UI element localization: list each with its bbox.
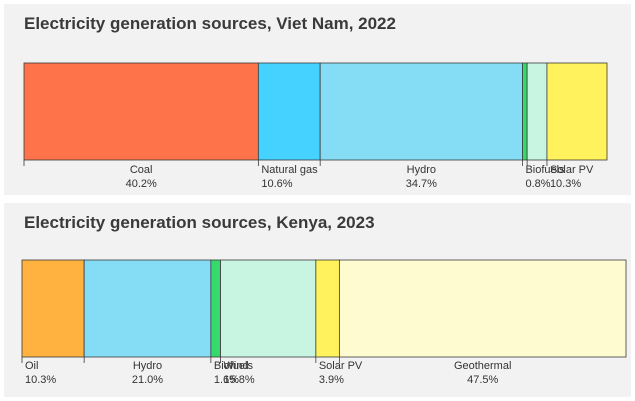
value-label-biofuels: 0.8% <box>525 178 550 190</box>
chart-panel-viet-nam: Electricity generation sources, Viet Nam… <box>4 4 631 195</box>
bar-segment-biofuels <box>210 259 221 358</box>
bar-segment-oil <box>21 259 85 358</box>
value-label-wind: 15.8% <box>224 374 255 386</box>
bar-segment-hydro <box>319 62 523 161</box>
category-label-solar-pv: Solar PV <box>319 360 363 372</box>
value-label-oil: 10.3% <box>25 374 56 386</box>
value-label-biofuels: 1.6% <box>214 374 239 386</box>
category-label-hydro: Hydro <box>407 164 436 176</box>
bar-segment-hydro <box>83 259 212 358</box>
bar-segment-natural-gas <box>257 62 321 161</box>
bar-segment-coal <box>23 62 259 161</box>
bar-segment-biofuels <box>522 62 528 161</box>
chart-panel-kenya: Electricity generation sources, Kenya, 2… <box>4 203 631 397</box>
bar-segment-solar-pv <box>315 259 340 358</box>
category-label-solar-pv: Solar PV <box>550 164 594 176</box>
value-label-hydro: 21.0% <box>132 374 163 386</box>
stacked-bar-chart: Oil 10.3% Hydro 21.0% Biofuels 1.6% Wind 15.8% S… <box>21 259 627 386</box>
value-label-coal: 40.2% <box>126 178 157 190</box>
bar-segment-wind <box>526 62 548 161</box>
category-label-geothermal: Geothermal <box>454 360 511 372</box>
category-label-biofuels: Biofuels <box>214 360 254 372</box>
value-label-hydro: 34.7% <box>406 178 437 190</box>
category-label-oil: Oil <box>25 360 38 372</box>
stacked-bar-chart: Coal 40.2% Natural gas 10.6% Hydro 34.7% Biofu… <box>23 62 608 190</box>
category-label-natural-gas: Natural gas <box>261 164 318 176</box>
value-label-solar-pv: 10.3% <box>550 178 581 190</box>
bar-segment-geothermal <box>338 259 627 358</box>
category-label-coal: Coal <box>130 164 153 176</box>
bar-segment-solar-pv <box>546 62 608 161</box>
chart-title: Electricity generation sources, Viet Nam… <box>24 14 396 33</box>
bar-segment-wind <box>220 259 317 358</box>
category-label-hydro: Hydro <box>133 360 162 372</box>
value-label-natural-gas: 10.6% <box>261 178 292 190</box>
chart-title: Electricity generation sources, Kenya, 2… <box>24 213 375 232</box>
category-label-wind: Wind <box>224 360 249 372</box>
value-label-geothermal: 47.5% <box>467 374 498 386</box>
value-label-solar-pv: 3.9% <box>319 374 344 386</box>
category-label-biofuels: Biofuels <box>525 164 565 176</box>
